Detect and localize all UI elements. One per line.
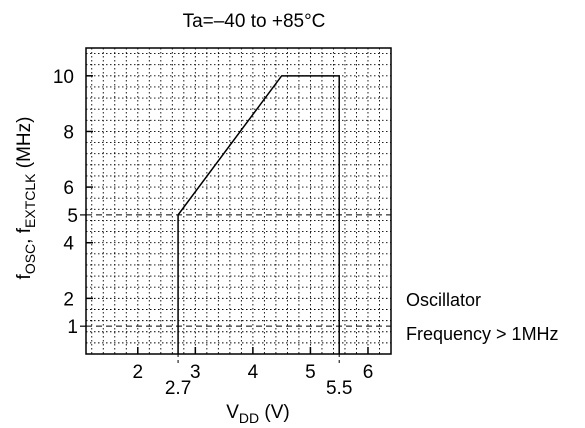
y-tick-label: 8 <box>63 122 74 143</box>
x-extra-tick-label: 5.5 <box>326 378 352 399</box>
y-ticks: 2 4 6 8 10 1 5 <box>53 67 93 338</box>
y-extra-tick-label: 1 <box>67 317 78 338</box>
y-tick-label: 10 <box>53 67 74 88</box>
x-tick-label: 6 <box>363 362 374 383</box>
operating-region-line <box>177 75 340 354</box>
y-tick-label: 6 <box>63 178 74 199</box>
dashed-reference-lines <box>86 214 391 327</box>
y-tick-label: 4 <box>63 234 74 255</box>
x-axis-label: VDD (V) <box>226 402 290 426</box>
annotation-line-2: Frequency > 1MHz <box>406 324 559 344</box>
grid <box>86 48 391 354</box>
annotation-line-1: Oscillator <box>406 290 481 310</box>
plot-frame <box>85 47 392 355</box>
x-tick-label: 2 <box>133 362 144 383</box>
x-tick-label: 4 <box>248 362 259 383</box>
y-axis-label: fOSC, fEXTCLK (MHz) <box>14 117 38 280</box>
x-tick-label: 3 <box>190 362 201 383</box>
x-ticks: 2 3 4 5 6 2.7 5.5 <box>133 347 374 399</box>
y-tick-label: 2 <box>63 289 74 310</box>
x-tick-label: 5 <box>305 362 316 383</box>
x-extra-tick-label: 2.7 <box>165 378 191 399</box>
y-extra-tick-label: 5 <box>67 206 78 227</box>
chart-title: Ta=–40 to +85°C <box>183 11 326 32</box>
